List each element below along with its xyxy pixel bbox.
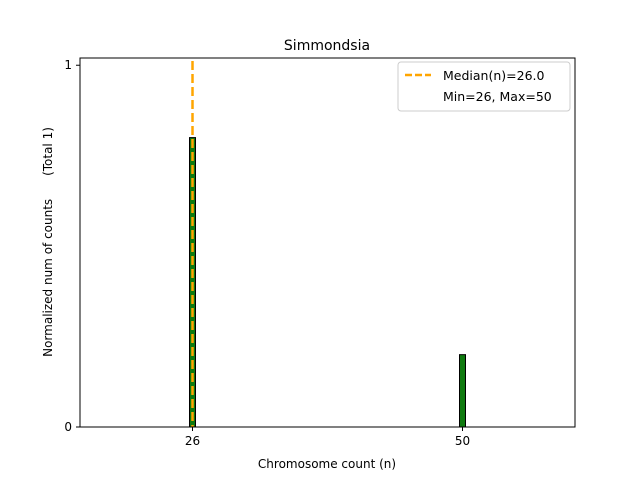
legend-range-label: Min=26, Max=50 [443, 89, 552, 104]
y-tick-label: 1 [64, 58, 72, 72]
legend-frame [397, 61, 571, 112]
bars-group [189, 137, 466, 428]
bar [459, 354, 466, 428]
y-ticks-group: 01 [64, 58, 80, 434]
x-axis-label: Chromosome count (n) [258, 457, 396, 471]
chart-title: Simmondsia [284, 38, 370, 54]
x-tick-label: 26 [185, 434, 200, 448]
y-axis-label: Normalized num of counts (Total 1) [41, 127, 55, 357]
y-tick-label: 0 [64, 420, 72, 434]
plot-area-frame [79, 57, 576, 428]
legend: Median(n)=26.0 Min=26, Max=50 [397, 61, 571, 112]
x-tick-label: 50 [455, 434, 470, 448]
legend-median-label: Median(n)=26.0 [443, 68, 544, 83]
x-ticks-group: 26 50 [185, 427, 470, 448]
